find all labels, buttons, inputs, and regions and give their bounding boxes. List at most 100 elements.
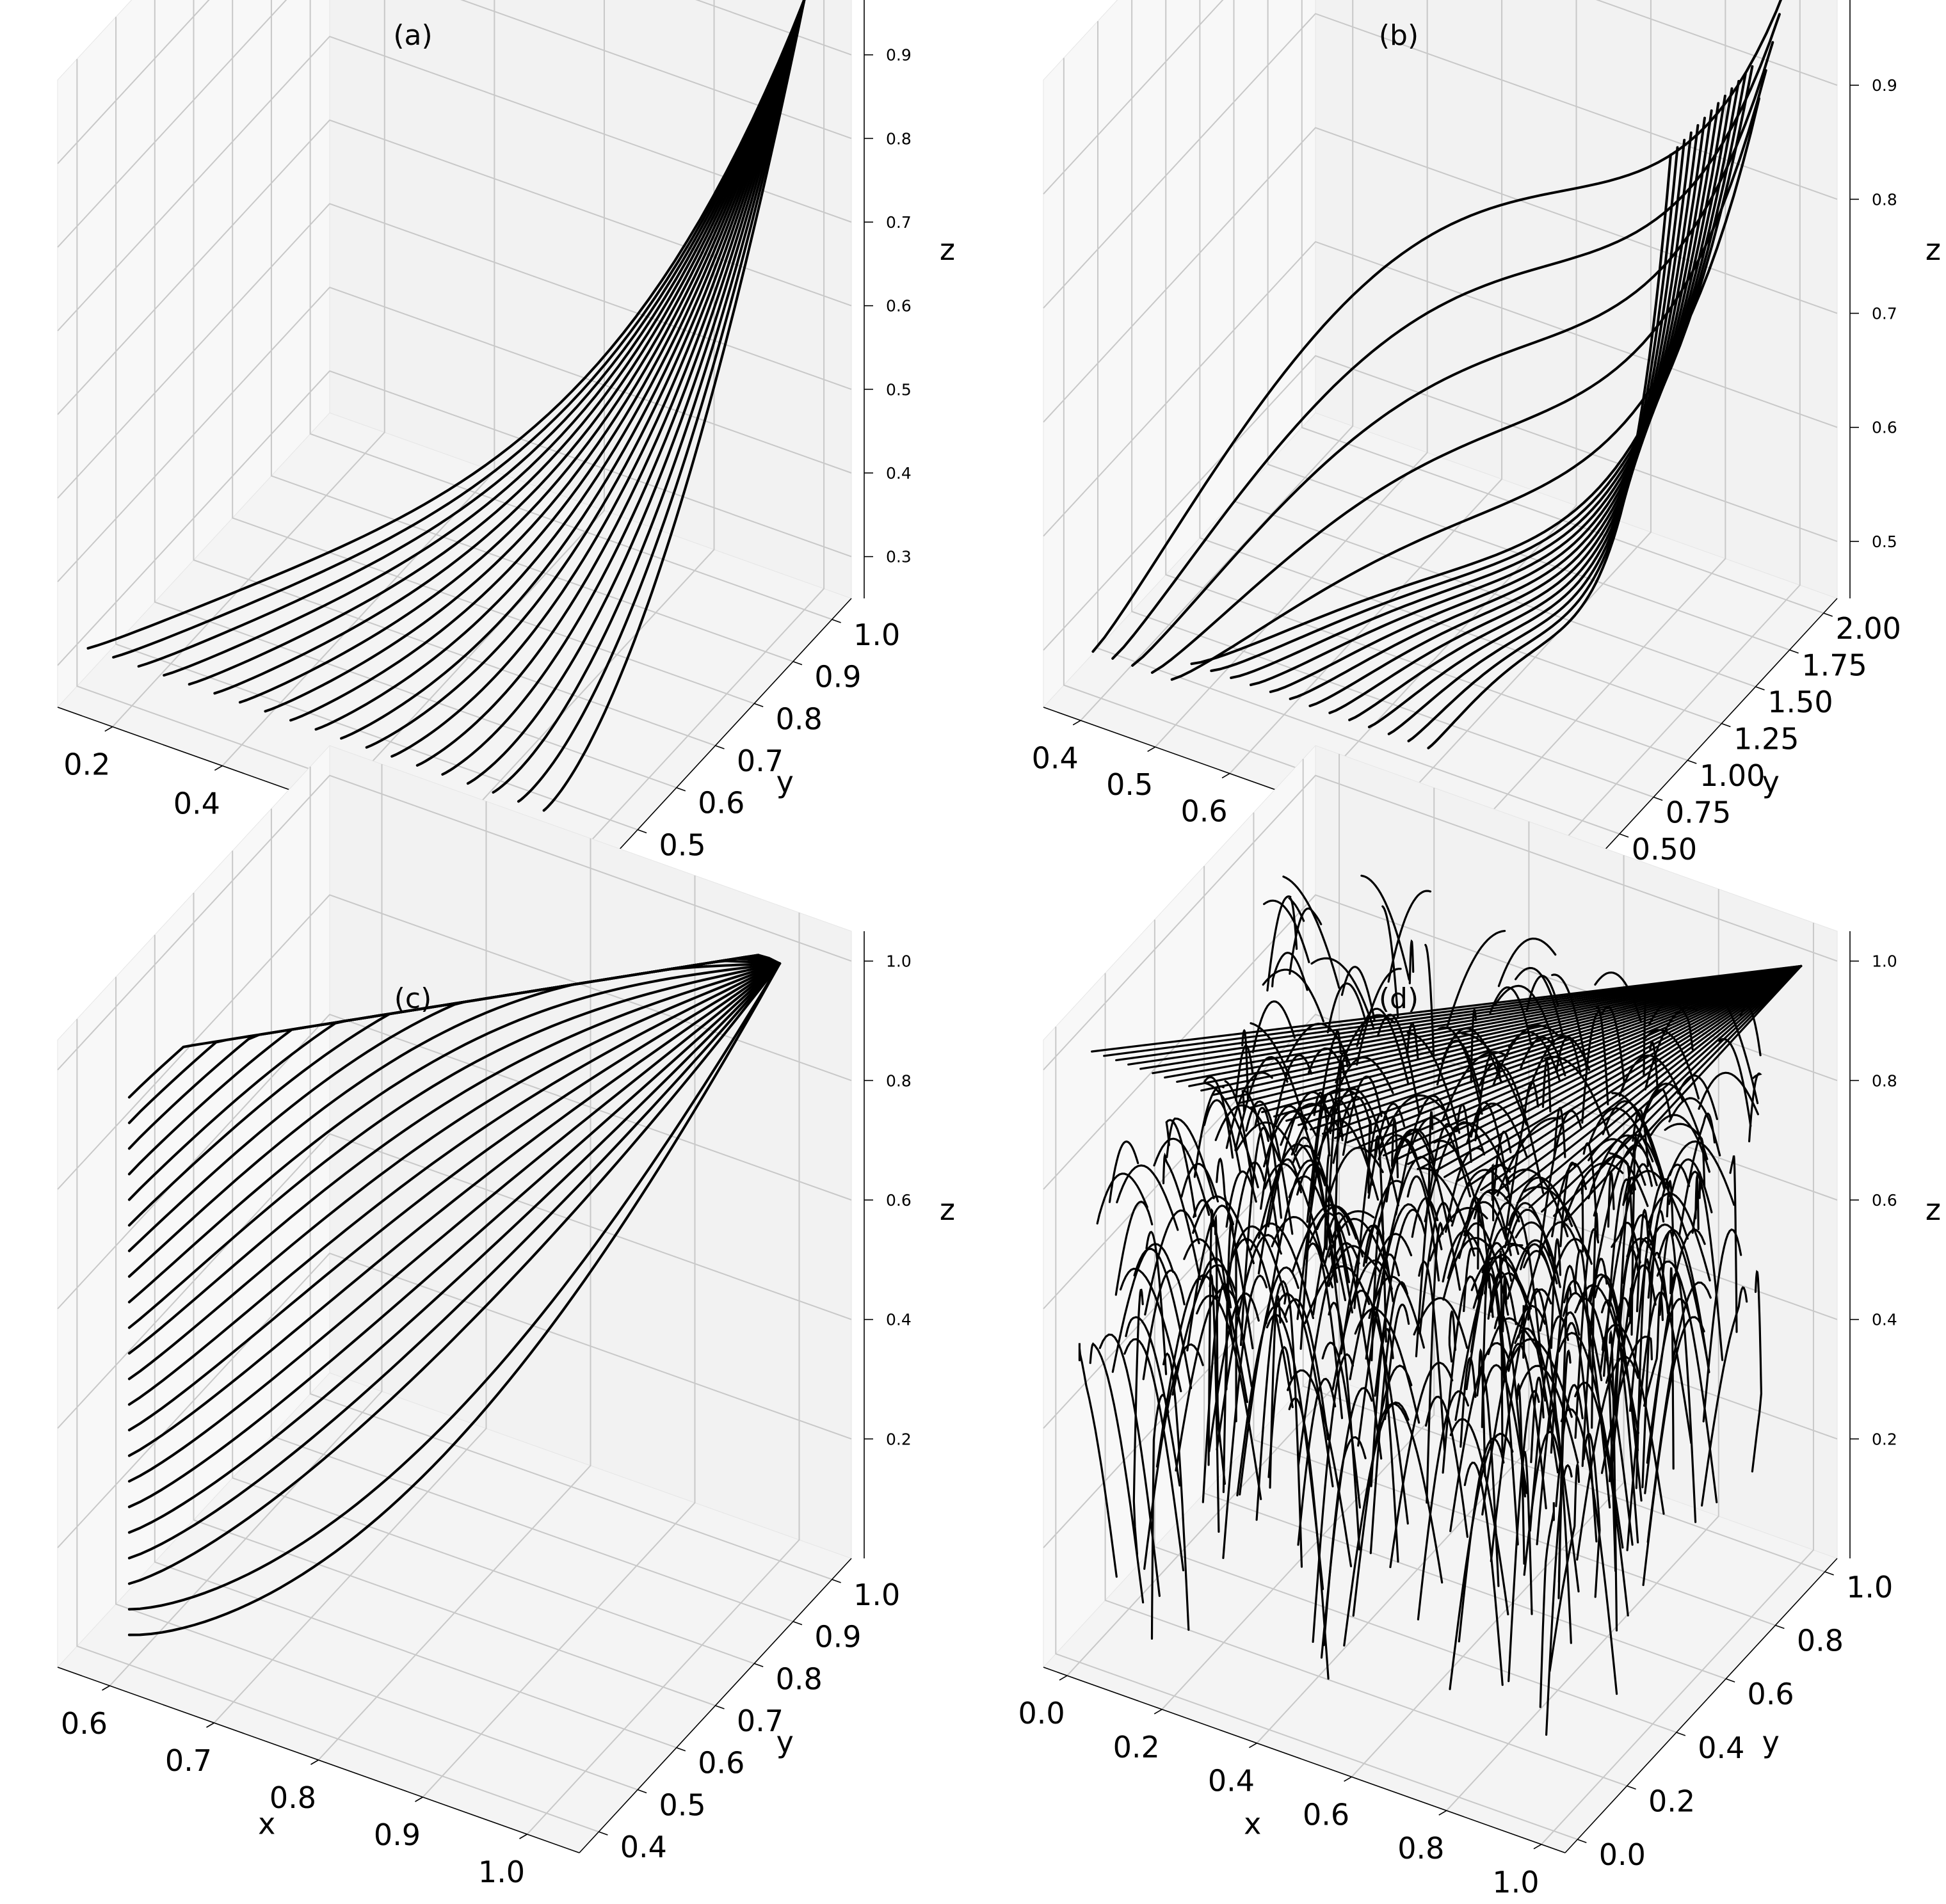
series-line [1545,1464,1573,1736]
y-tick-label: 0.0 [1599,1837,1646,1872]
series-line [238,0,806,704]
series-line [1516,964,1803,1204]
series-line [1132,1288,1144,1555]
y-gridline [1055,1027,1578,1841]
z-tick-label: 0.4 [886,464,912,483]
series-line [1188,964,1803,1087]
y-tick [792,660,803,666]
series-line [1265,1159,1326,1325]
series-line [1550,1238,1562,1349]
series-line [127,962,782,1483]
z-gridline [1043,355,1838,651]
series-line [365,0,806,749]
series-line [1328,1245,1382,1287]
series-line [1262,968,1324,1023]
series-line [1209,1272,1220,1533]
z-tick-label: 0.7 [886,213,912,232]
x-tick-label: 0.4 [1208,1764,1255,1798]
y-gridline [270,808,794,1622]
series-line [1563,1279,1611,1508]
x-tick-label: 1.0 [1492,1865,1539,1900]
series-line [1239,1126,1269,1347]
y-tick [1619,833,1629,838]
series-line [1078,1343,1118,1578]
series-line [1691,1171,1702,1234]
y-gridline [115,17,638,831]
y-tick [1823,612,1833,617]
series-line [1539,1502,1555,1708]
series-line [1288,1396,1330,1680]
series-line [1381,905,1399,1019]
series-line [1516,1364,1579,1464]
series-line [1483,1273,1506,1383]
series-line [1153,1137,1210,1216]
y-tick [1676,1732,1686,1736]
series-line [1467,1164,1511,1220]
series-line [1650,1114,1710,1173]
series-line [1517,1220,1580,1339]
series-line [1413,1297,1468,1349]
series-line [1289,907,1323,975]
series-line [1442,1230,1488,1283]
series-line [441,0,806,776]
series-line [340,0,806,740]
series-line [213,0,806,695]
y-tick-label: 1.25 [1733,722,1799,756]
series-line [127,962,782,1406]
series-line [1119,1267,1182,1393]
panel-title: (b) [1379,19,1419,52]
y-gridline [309,766,832,1580]
series-line [1600,1299,1639,1544]
y-tick [1653,796,1663,801]
y-tick [1577,1839,1587,1843]
series-line [112,0,806,659]
series-line [1504,964,1803,1200]
series-line [1456,964,1803,1183]
series-line [1646,1298,1691,1464]
series-line [1199,1257,1253,1388]
series-line [1298,964,1803,1126]
series-line [542,0,806,812]
series-line [1493,1312,1526,1498]
series-line [127,962,782,1534]
series-line [1470,1101,1512,1206]
series-line [1321,1341,1361,1509]
z-gridline [57,370,852,666]
series-line [1304,1265,1371,1325]
y-gridline [193,0,716,746]
series-line [1643,1293,1664,1407]
series-line [517,0,806,803]
y-tick-label: 1.00 [1700,758,1765,793]
series-line [1419,964,1803,1170]
series-line [1628,1264,1657,1317]
series-line [1225,1161,1266,1298]
series-line [1553,964,1803,1217]
series-line [1111,1243,1175,1373]
y-tick [1755,686,1765,691]
series-line [1622,1088,1672,1206]
x-gridline [526,913,800,1835]
series-line [1480,964,1803,1191]
series-line [1729,1155,1738,1333]
series-line [1383,964,1803,1156]
series-line [1611,1221,1641,1264]
x-tick [1059,1675,1068,1681]
y-axis-label: y [1762,1725,1780,1759]
series-line [1212,964,1803,1096]
series-line [1297,1377,1337,1546]
x-tick [310,1759,319,1765]
series-line [1346,964,1803,1144]
series-line [1310,964,1803,1131]
series-line [1322,964,1803,1135]
z-gridline [1043,13,1838,309]
y-tick-label: 1.0 [853,618,900,652]
series-line [1133,1247,1193,1389]
panel-title: (c) [394,982,432,1015]
x-tick [1438,1810,1447,1816]
series-line [1514,1327,1580,1593]
y-tick-label: 0.6 [698,786,744,820]
series-line [1678,1112,1716,1237]
y-tick-label: 0.8 [776,1661,823,1696]
series-line [1541,964,1803,1213]
series-line [1371,964,1803,1153]
